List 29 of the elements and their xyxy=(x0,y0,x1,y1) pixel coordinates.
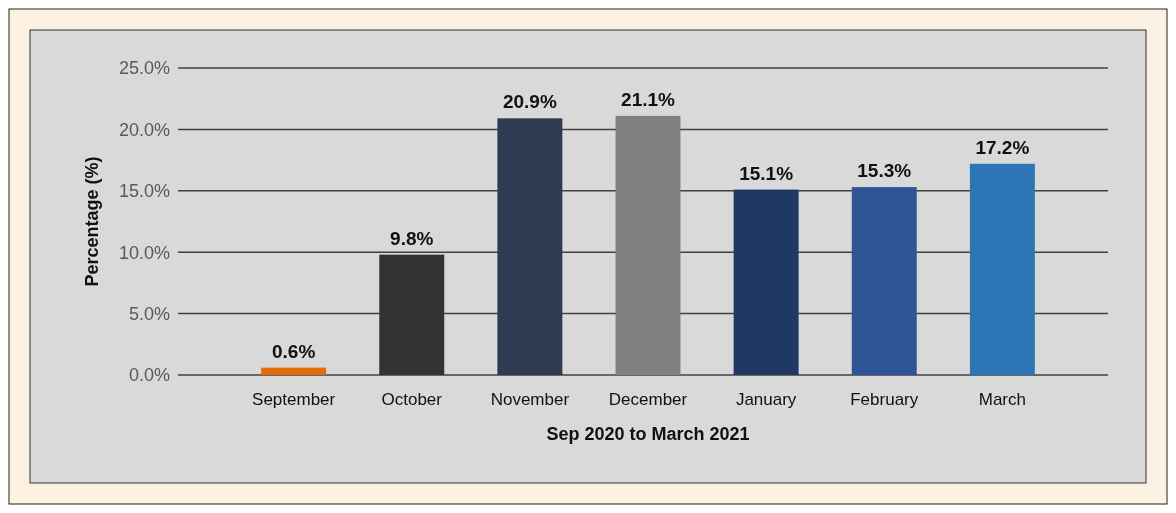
bar xyxy=(261,367,327,375)
bar xyxy=(969,163,1035,375)
x-axis-title: Sep 2020 to March 2021 xyxy=(546,424,750,444)
y-tick-label: 5.0% xyxy=(128,303,170,324)
y-tick-label: 0.0% xyxy=(128,365,170,386)
x-tick-label: March xyxy=(978,390,1026,409)
y-tick-label: 25.0% xyxy=(118,58,170,79)
x-tick-label: November xyxy=(490,390,570,409)
x-tick-label: December xyxy=(608,390,688,409)
data-label: 17.2% xyxy=(975,136,1030,158)
y-tick-label: 15.0% xyxy=(118,181,170,202)
y-tick-label: 10.0% xyxy=(118,242,170,263)
x-tick-label: January xyxy=(735,390,797,409)
bar xyxy=(497,118,563,375)
bar xyxy=(615,115,681,375)
bar xyxy=(851,187,917,375)
data-label: 15.3% xyxy=(857,160,912,182)
x-tick-label: October xyxy=(381,390,443,409)
data-label: 20.9% xyxy=(502,91,557,113)
y-tick-label: 20.0% xyxy=(118,119,170,140)
x-tick-label: September xyxy=(252,390,336,409)
y-axis-title: Percentage (%) xyxy=(82,156,102,287)
bar xyxy=(379,254,445,375)
x-tick-label: February xyxy=(850,390,919,409)
data-label: 15.1% xyxy=(739,162,794,184)
bar xyxy=(733,189,799,375)
data-label: 21.1% xyxy=(621,88,676,110)
data-label: 0.6% xyxy=(271,340,316,362)
data-label: 9.8% xyxy=(390,227,434,249)
